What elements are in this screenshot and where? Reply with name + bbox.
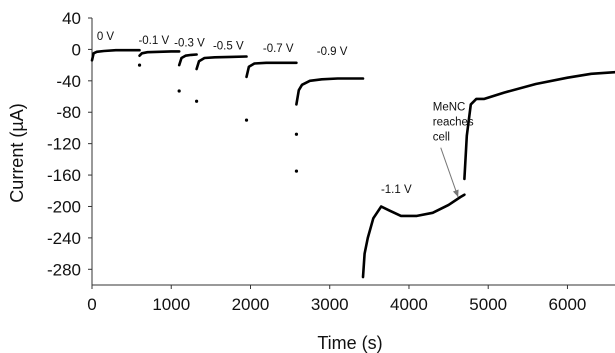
callout-line: MeNC	[433, 102, 466, 114]
voltage-label: -1.1 V	[381, 184, 412, 196]
callout-arrowhead	[452, 189, 459, 198]
annotations: 0 V -0.1 V -0.3 V -0.5 V -0.7 V -0.9 V -1.1 V	[97, 31, 412, 196]
x-tick-label: 4000	[390, 295, 428, 314]
voltage-label: -0.5 V	[213, 40, 244, 52]
x-tick-label: 5000	[469, 295, 507, 314]
spike-point	[177, 89, 181, 93]
x-tick-label: 0	[87, 295, 96, 314]
callout-label: MeNC reaches cell	[433, 102, 474, 144]
current-trace-segment	[245, 61, 298, 79]
x-axis-title: Time (s)	[317, 333, 382, 353]
voltage-label: -0.1 V	[138, 35, 169, 47]
current-trace-segment	[90, 48, 141, 62]
current-trace-segment	[295, 77, 365, 106]
y-tick-label: -80	[56, 103, 81, 122]
callout-arrow	[440, 147, 459, 198]
voltage-label: -0.3 V	[174, 37, 205, 49]
plot-area: 40 0 -40 -80 -120 -160 -200 -240 -280 0 1000 2000 3…	[47, 9, 615, 314]
voltage-label: 0 V	[97, 31, 115, 43]
y-axis-title: Current (µA)	[7, 103, 27, 202]
y-tick-label: -240	[47, 229, 81, 248]
callout-line: cell	[433, 132, 450, 144]
spike-point	[294, 169, 299, 173]
voltage-label: -0.9 V	[317, 46, 348, 58]
y-ticks: 40 0 -40 -80 -120 -160 -200 -240 -280	[47, 9, 92, 279]
current-trace-segment	[463, 70, 615, 181]
y-tick-label: -280	[47, 260, 81, 279]
y-tick-label: -40	[56, 72, 81, 91]
x-tick-label: 1000	[152, 295, 190, 314]
current-trace-segment	[138, 50, 181, 58]
current-trace-segment	[177, 53, 198, 67]
x-tick-label: 3000	[311, 295, 349, 314]
x-tick-label: 6000	[549, 295, 587, 314]
spike-point	[195, 99, 199, 103]
y-tick-label: -160	[47, 166, 81, 185]
data-series	[90, 48, 615, 279]
current-trace-segment	[195, 55, 248, 71]
y-tick-label: -200	[47, 197, 81, 216]
callout-line: reaches	[433, 117, 474, 129]
x-tick-label: 2000	[232, 295, 270, 314]
spike-point	[137, 63, 142, 67]
x-ticks: 0 1000 2000 3000 4000 5000 6000	[87, 285, 586, 314]
spike-point	[294, 132, 299, 136]
y-tick-label: -120	[47, 135, 81, 154]
spike-point	[244, 118, 249, 122]
current-trace-segment	[361, 193, 466, 279]
voltage-label: -0.7 V	[263, 43, 294, 55]
y-tick-label: 0	[72, 40, 81, 59]
callout: MeNC reaches cell	[433, 102, 474, 198]
y-tick-label: 40	[62, 9, 81, 28]
